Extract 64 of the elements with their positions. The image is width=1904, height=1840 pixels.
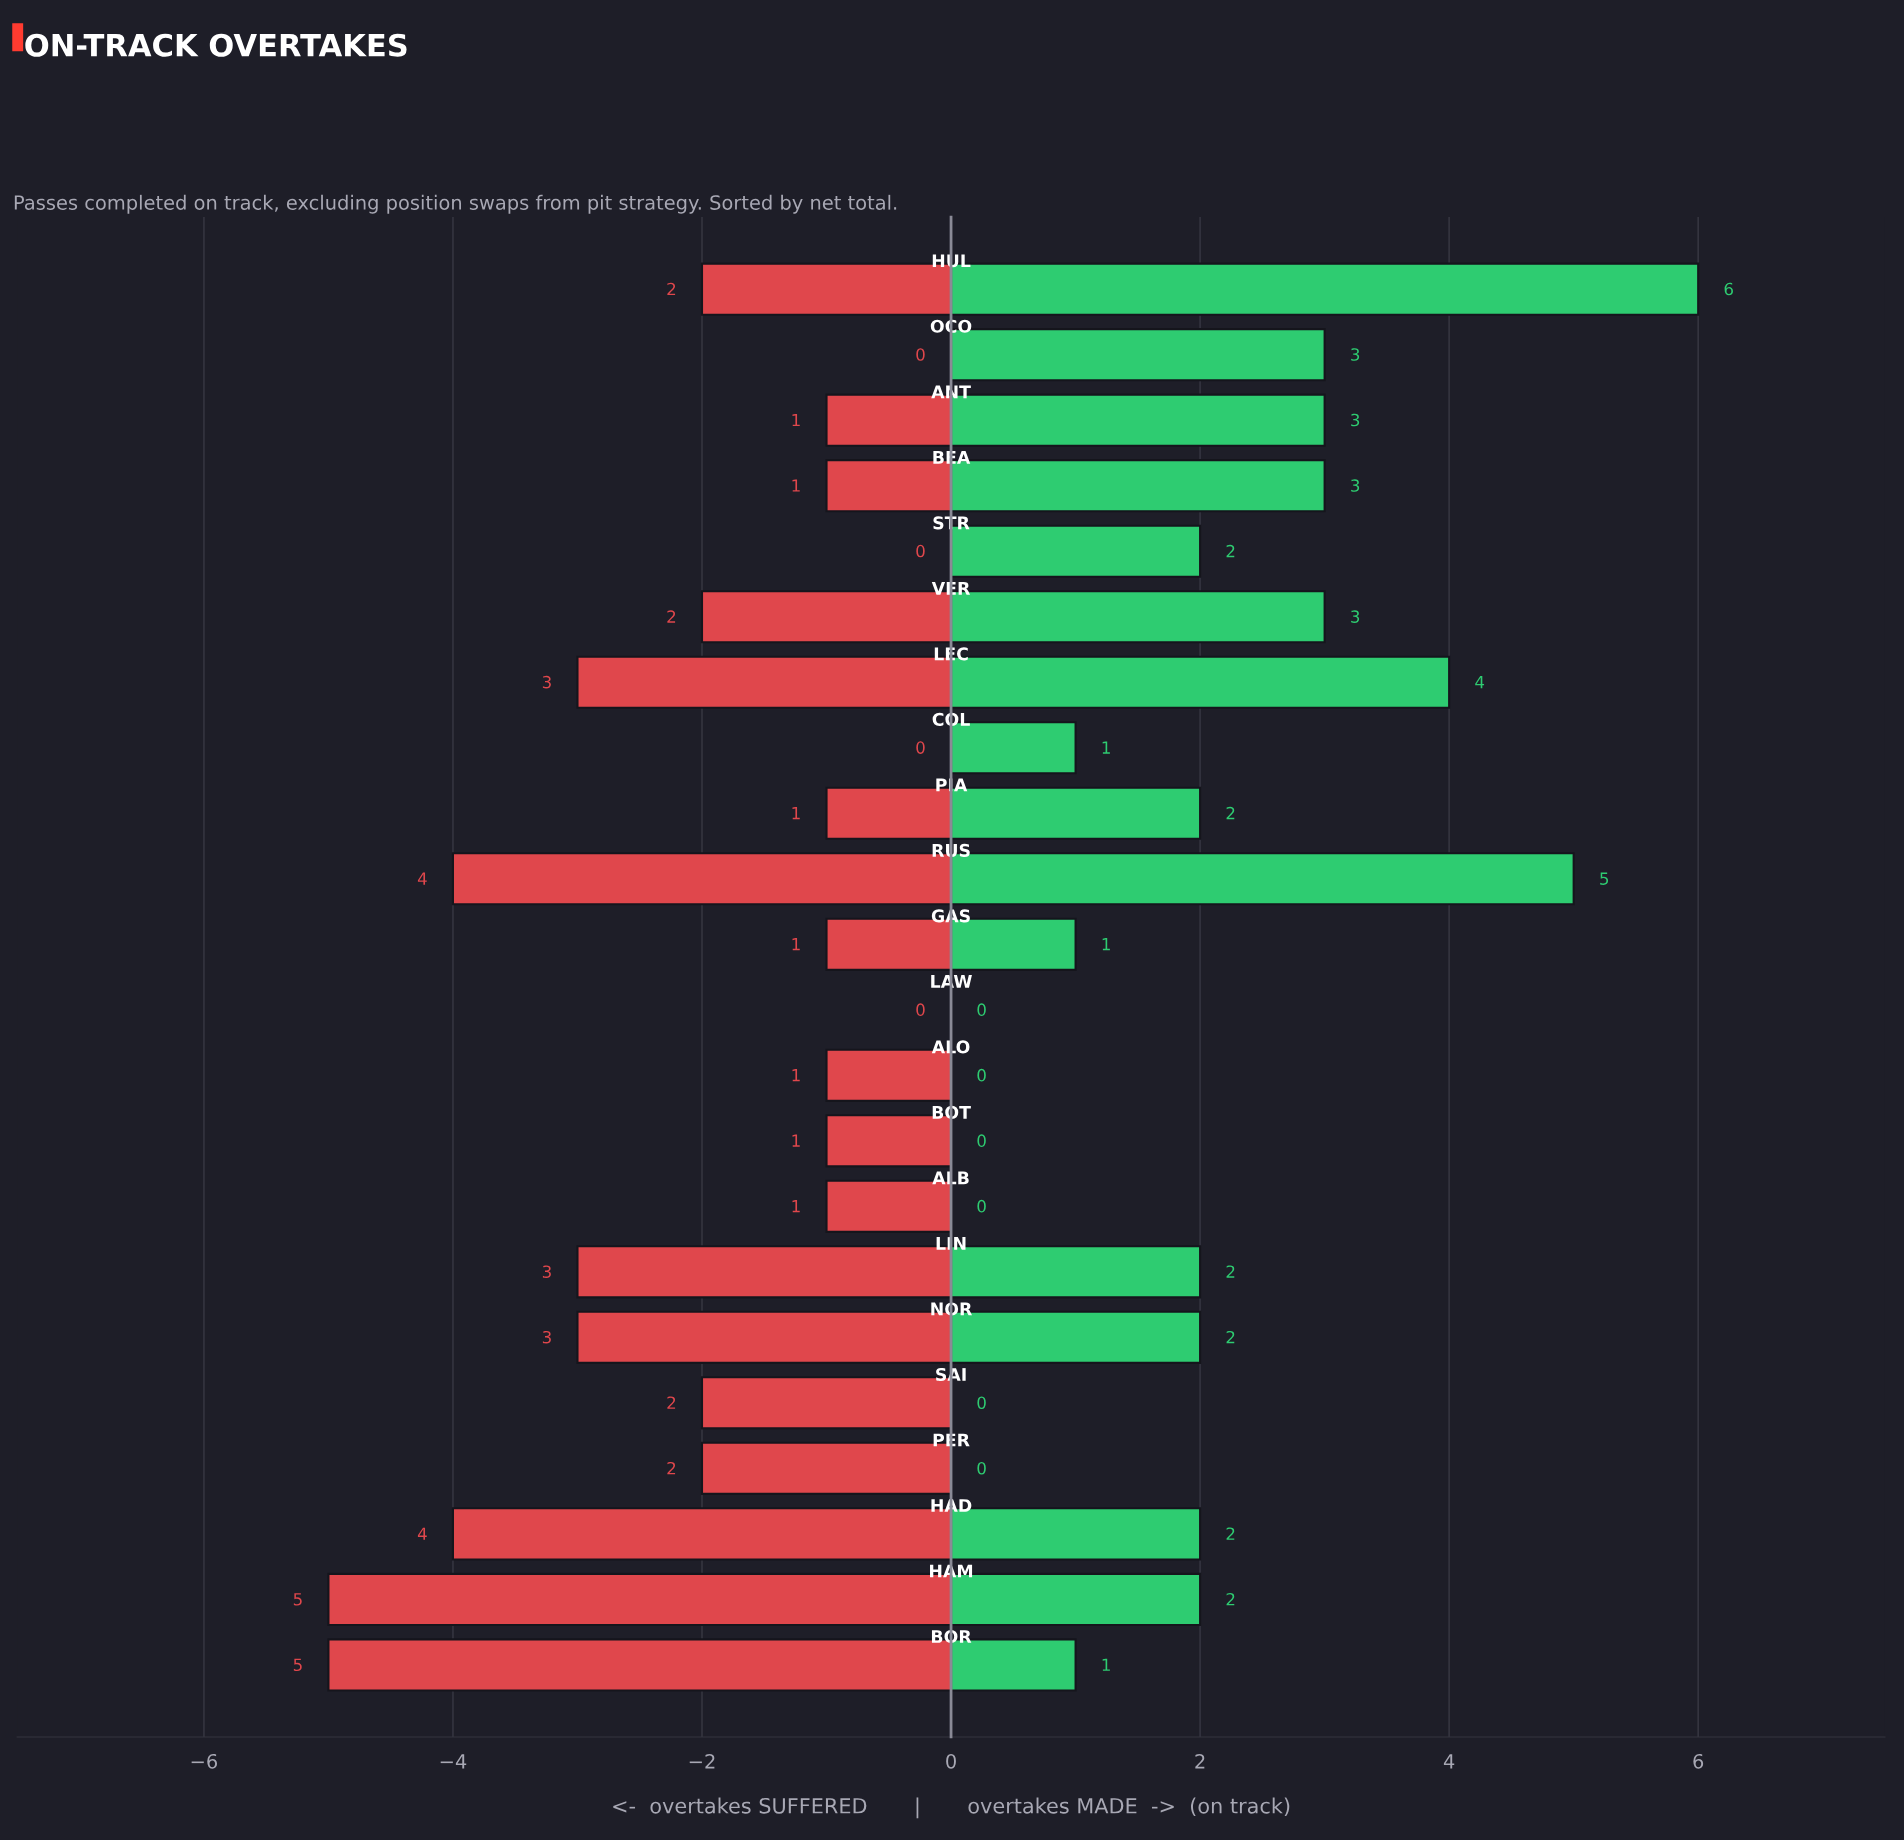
y-tick-label: NOR xyxy=(931,1302,973,1316)
data-label: 3 xyxy=(1351,610,1360,623)
x-tick-label: 4 xyxy=(1443,1754,1455,1769)
data-label: 0 xyxy=(916,1003,925,1016)
data-label: 2 xyxy=(667,1461,676,1475)
data-label: 1 xyxy=(792,1069,800,1082)
data-label: 0 xyxy=(977,1134,986,1147)
x-tick-label: −4 xyxy=(440,1754,467,1769)
data-label: 3 xyxy=(1351,413,1360,427)
data-label: 6 xyxy=(1724,282,1733,296)
data-label: 1 xyxy=(792,807,800,820)
data-label: 1 xyxy=(792,479,800,492)
data-label: 1 xyxy=(1102,938,1110,951)
data-label: 4 xyxy=(1475,676,1485,689)
data-label: 0 xyxy=(977,1199,986,1213)
data-label: 2 xyxy=(667,1396,676,1409)
data-label: 1 xyxy=(1102,741,1110,754)
data-label: 2 xyxy=(1226,806,1235,820)
data-label: 2 xyxy=(1226,544,1235,558)
y-tick-label: RUS xyxy=(932,843,970,857)
data-label: 0 xyxy=(977,1003,986,1016)
data-label: 5 xyxy=(1600,872,1609,885)
y-tick-label: ALO xyxy=(931,1040,970,1054)
data-label: 1 xyxy=(1102,1658,1110,1671)
data-label: 2 xyxy=(1226,1330,1235,1344)
x-axis-title: <- overtakes SUFFERED | overtakes MADE -> (on track) xyxy=(613,1797,1290,1819)
y-tick-label: ALB xyxy=(932,1171,969,1185)
x-tick-label: −2 xyxy=(689,1753,715,1769)
chart-subtitle: Passes completed on track, excluding position swaps from pit strategy. Sorted by net total. xyxy=(14,194,897,214)
data-label: 2 xyxy=(1226,1527,1235,1540)
y-tick-label: ANT xyxy=(931,385,971,399)
data-label: 1 xyxy=(792,1200,800,1213)
data-label: 0 xyxy=(916,348,925,361)
data-label: 2 xyxy=(667,610,676,623)
x-tick-label: 6 xyxy=(1693,1753,1704,1769)
data-label: 5 xyxy=(293,1658,302,1672)
data-label: 2 xyxy=(1226,1265,1235,1278)
y-tick-label: OCO xyxy=(930,319,972,333)
data-label: 2 xyxy=(667,282,676,296)
x-tick-label: 2 xyxy=(1195,1753,1205,1769)
y-tick-label: BOT xyxy=(932,1105,971,1119)
data-label: 3 xyxy=(1351,479,1360,492)
y-tick-label: COL xyxy=(932,712,970,726)
data-label: 5 xyxy=(293,1593,302,1606)
data-label: 4 xyxy=(417,1527,427,1540)
data-label: 3 xyxy=(542,1265,551,1278)
data-label: 4 xyxy=(417,872,427,885)
data-label: 1 xyxy=(792,1134,800,1147)
data-label: 0 xyxy=(977,1461,986,1475)
x-tick-label: 0 xyxy=(946,1753,956,1769)
y-tick-label: BOR xyxy=(931,1629,972,1644)
x-tick-label: −6 xyxy=(191,1753,218,1769)
data-label: 0 xyxy=(977,1068,986,1082)
data-label: 2 xyxy=(1226,1592,1235,1606)
chart-title: ON-TRACK OVERTAKES xyxy=(25,33,407,57)
data-label: 1 xyxy=(792,413,800,427)
data-label: 3 xyxy=(542,675,551,689)
data-label: 3 xyxy=(1351,348,1360,361)
data-label: 0 xyxy=(977,1396,986,1409)
data-label: 3 xyxy=(542,1330,551,1344)
data-label: 1 xyxy=(792,938,800,951)
data-label: 0 xyxy=(916,741,925,754)
y-tick-label: HAD xyxy=(931,1499,972,1512)
data-label: 0 xyxy=(916,544,925,558)
